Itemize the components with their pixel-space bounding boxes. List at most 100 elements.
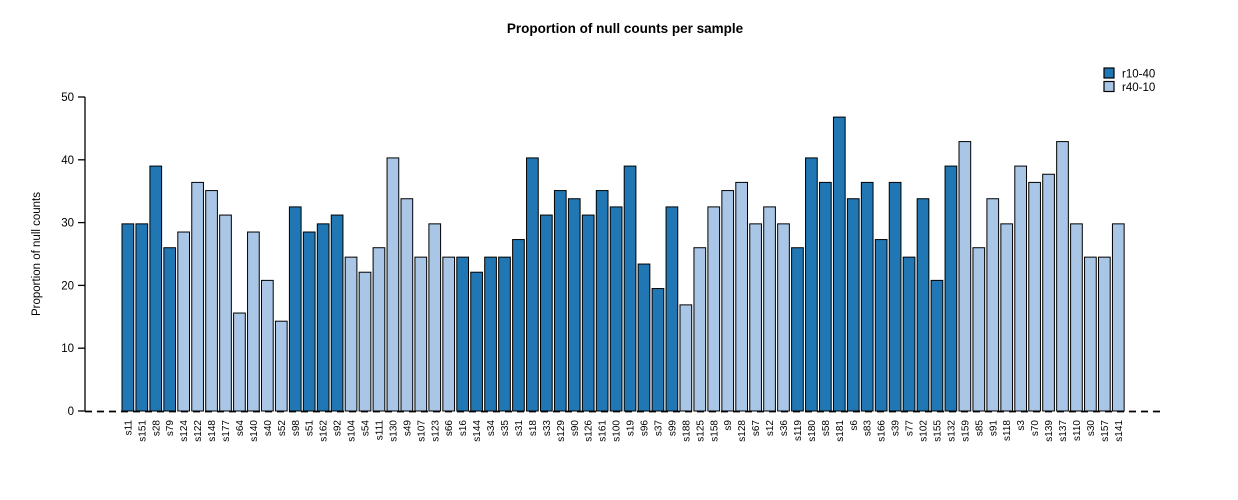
bar-s123 [428, 223, 442, 412]
x-tick-label: s157 [1100, 420, 1111, 442]
bar-s30 [1084, 256, 1097, 412]
bar-s36 [777, 223, 790, 412]
x-tick-label: s49 [402, 420, 413, 437]
x-tick-label: s40 [263, 420, 274, 437]
x-tick-label: s92 [333, 420, 344, 437]
bar-s96 [637, 263, 651, 412]
bar-s90 [567, 198, 581, 412]
x-tick-label: s3 [1016, 420, 1027, 431]
bar-s100 [609, 206, 623, 412]
x-tick-label: s129 [556, 420, 567, 442]
bar-s39 [888, 181, 902, 412]
legend-swatch-r10-40 [1103, 67, 1115, 79]
bar-s144 [470, 271, 483, 412]
legend-swatch-r40-10 [1103, 80, 1115, 93]
bar-s18 [526, 157, 539, 412]
legend-label-r40-10: r40-10 [1122, 82, 1155, 94]
x-tick-label: s118 [1002, 420, 1013, 441]
x-tick-label: s188 [681, 420, 692, 442]
x-tick-label: s85 [974, 420, 985, 437]
x-tick-label: s64 [235, 420, 246, 437]
bar-s3 [1014, 165, 1027, 412]
bar-s91 [986, 198, 1000, 412]
y-tick-label: 10 [61, 343, 74, 355]
bar-s188 [679, 304, 693, 412]
bar-s181 [832, 116, 846, 412]
x-tick-label: s99 [667, 420, 678, 437]
x-tick-label: s162 [319, 420, 330, 442]
legend-label-r10-40: r10-40 [1122, 69, 1155, 81]
bar-s162 [316, 223, 330, 412]
bar-s118 [1000, 223, 1014, 412]
x-tick-label: s16 [458, 420, 469, 437]
bar-s52 [274, 320, 288, 412]
bar-s66 [442, 256, 456, 412]
bar-s161 [595, 190, 609, 412]
x-tick-label: s132 [946, 420, 957, 442]
x-tick-label: s161 [598, 420, 609, 442]
bar-s102 [916, 198, 930, 412]
x-tick-label: s141 [1114, 420, 1125, 442]
bar-s128 [735, 181, 748, 412]
x-tick-label: s155 [932, 420, 943, 442]
x-tick-label: s34 [486, 420, 497, 437]
y-tick-label: 30 [61, 218, 74, 230]
x-tick-label: s166 [877, 420, 888, 442]
x-tick-label: s12 [765, 420, 776, 437]
x-tick-label: s19 [626, 420, 637, 437]
bar-s137 [1056, 141, 1069, 412]
bar-s35 [498, 256, 511, 412]
bar-s130 [386, 157, 400, 412]
bar-s28 [149, 165, 163, 412]
bar-s92 [330, 214, 344, 412]
x-tick-label: s77 [905, 420, 916, 437]
y-axis-title: Proportion of null counts [31, 192, 43, 316]
x-tick-label: s180 [807, 420, 818, 442]
x-tick-label: s52 [277, 420, 288, 437]
x-tick-label: s148 [207, 420, 218, 442]
x-tick-label: s124 [179, 420, 190, 442]
bar-s19 [623, 165, 637, 412]
chart-title: Proportion of null counts per sample [507, 21, 744, 36]
x-tick-label: s125 [695, 420, 706, 442]
x-tick-label: s123 [430, 420, 441, 442]
x-tick-label: s58 [821, 420, 832, 437]
bar-s98 [288, 206, 302, 412]
bar-s51 [302, 231, 316, 412]
bar-s125 [693, 247, 707, 412]
x-tick-label: s91 [988, 420, 999, 437]
x-tick-label: s35 [500, 420, 511, 437]
bar-s99 [665, 206, 679, 412]
y-tick-label: 20 [61, 280, 74, 292]
x-tick-label: s30 [1086, 420, 1097, 437]
x-tick-label: s79 [165, 420, 176, 437]
x-tick-label: s36 [779, 420, 790, 437]
bar-s54 [358, 271, 372, 412]
y-tick-label: 50 [61, 92, 74, 104]
x-tick-label: s28 [151, 420, 162, 437]
bar-s158 [707, 206, 721, 412]
x-tick-label: s33 [542, 420, 553, 437]
bar-s9 [721, 190, 735, 412]
bar-s159 [958, 141, 972, 412]
bar-s110 [1070, 223, 1083, 412]
x-tick-label: s158 [709, 420, 720, 442]
x-tick-label: s107 [416, 420, 427, 442]
bar-s129 [553, 190, 567, 412]
x-tick-label: s9 [723, 420, 734, 431]
x-tick-label: s96 [640, 420, 651, 437]
bar-s177 [219, 214, 232, 412]
bar-s67 [749, 223, 762, 412]
bar-s31 [512, 239, 525, 412]
bar-s40 [261, 279, 274, 412]
y-tick-label: 40 [61, 155, 74, 167]
x-tick-label: s151 [137, 420, 148, 442]
bar-s85 [972, 247, 986, 412]
y-tick-label: 0 [68, 406, 74, 418]
bar-s148 [205, 190, 218, 412]
bar-s180 [805, 157, 818, 412]
bar-s122 [191, 181, 204, 412]
bar-s107 [414, 256, 428, 412]
bar-s12 [763, 206, 776, 412]
